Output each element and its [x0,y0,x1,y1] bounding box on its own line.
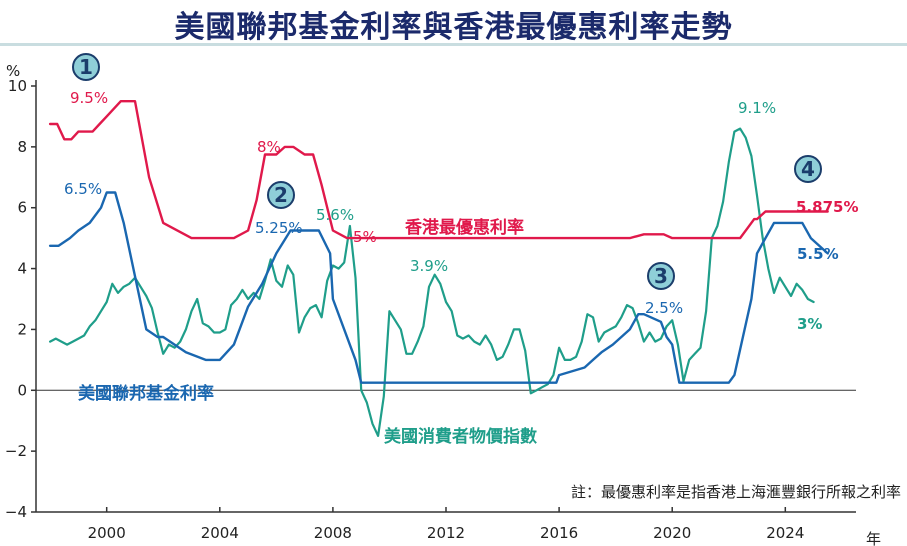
y-axis-unit: % [6,62,20,80]
y-tick-label: 2 [17,320,27,338]
period-marker-3: 3 [647,262,675,290]
x-tick-label: 2024 [766,524,804,542]
x-tick-label: 2008 [314,524,352,542]
series-label-prime: 香港最優惠利率 [405,217,524,238]
data-label-fed-2: 5.25% [255,219,303,237]
data-label-prime-4: 5.875% [796,198,858,216]
y-tick-label: 4 [17,260,27,278]
x-tick-label: 2004 [201,524,239,542]
y-tick-label: 0 [17,381,27,399]
period-marker-3-number: 3 [654,264,668,288]
period-marker-1: 1 [72,53,100,81]
footnote: 註：最優惠利率是指香港上海滙豐銀行所報之利率 [571,483,901,501]
data-label-prime-2: 8% [257,138,281,156]
x-tick-label: 2020 [653,524,691,542]
period-marker-2: 2 [267,181,295,209]
y-tick-label: 6 [17,199,27,217]
series-line-cpi [48,127,815,437]
y-tick-label: 10 [8,77,27,95]
y-tick-label: 8 [17,138,27,156]
period-marker-1-number: 1 [79,55,93,79]
title-divider [0,43,907,46]
chart-title: 美國聯邦基金利率與香港最優惠利率走勢 [174,10,733,45]
period-marker-4-number: 4 [801,157,815,181]
data-label-fed-1: 6.5% [64,180,102,198]
data-label-cpi-2: 3.9% [410,257,448,275]
axes: −4 −2 0 2 4 6 8 10 2000 2004 2008 2012 2016 2020 2024 [5,77,856,542]
data-label-cpi-3: 9.1% [738,99,776,117]
x-tick-label: 2012 [427,524,465,542]
period-marker-2-number: 2 [274,183,288,207]
annotations: % 年 香港最優惠利率 美國聯邦基金利率 美國消費者物價指數 9.5% 8% 5… [6,53,901,546]
y-tick-label: −2 [5,442,27,460]
x-tick-label: 2016 [540,524,578,542]
x-axis-unit: 年 [866,530,881,546]
data-label-prime-3: 5% [353,228,377,246]
data-label-fed-4: 5.5% [797,245,839,263]
data-label-prime-1: 9.5% [70,89,108,107]
series-lines [48,99,829,437]
series-line-prime [48,99,829,240]
x-tick-label: 2000 [88,524,126,542]
period-marker-4: 4 [794,155,822,183]
series-line-fed [48,191,829,384]
series-label-cpi: 美國消費者物價指數 [384,426,537,447]
data-label-fed-3: 2.5% [645,299,683,317]
data-label-cpi-4: 3% [797,315,822,333]
y-tick-label: −4 [5,503,27,521]
series-label-fed: 美國聯邦基金利率 [78,383,214,404]
data-label-cpi-1: 5.6% [316,206,354,224]
